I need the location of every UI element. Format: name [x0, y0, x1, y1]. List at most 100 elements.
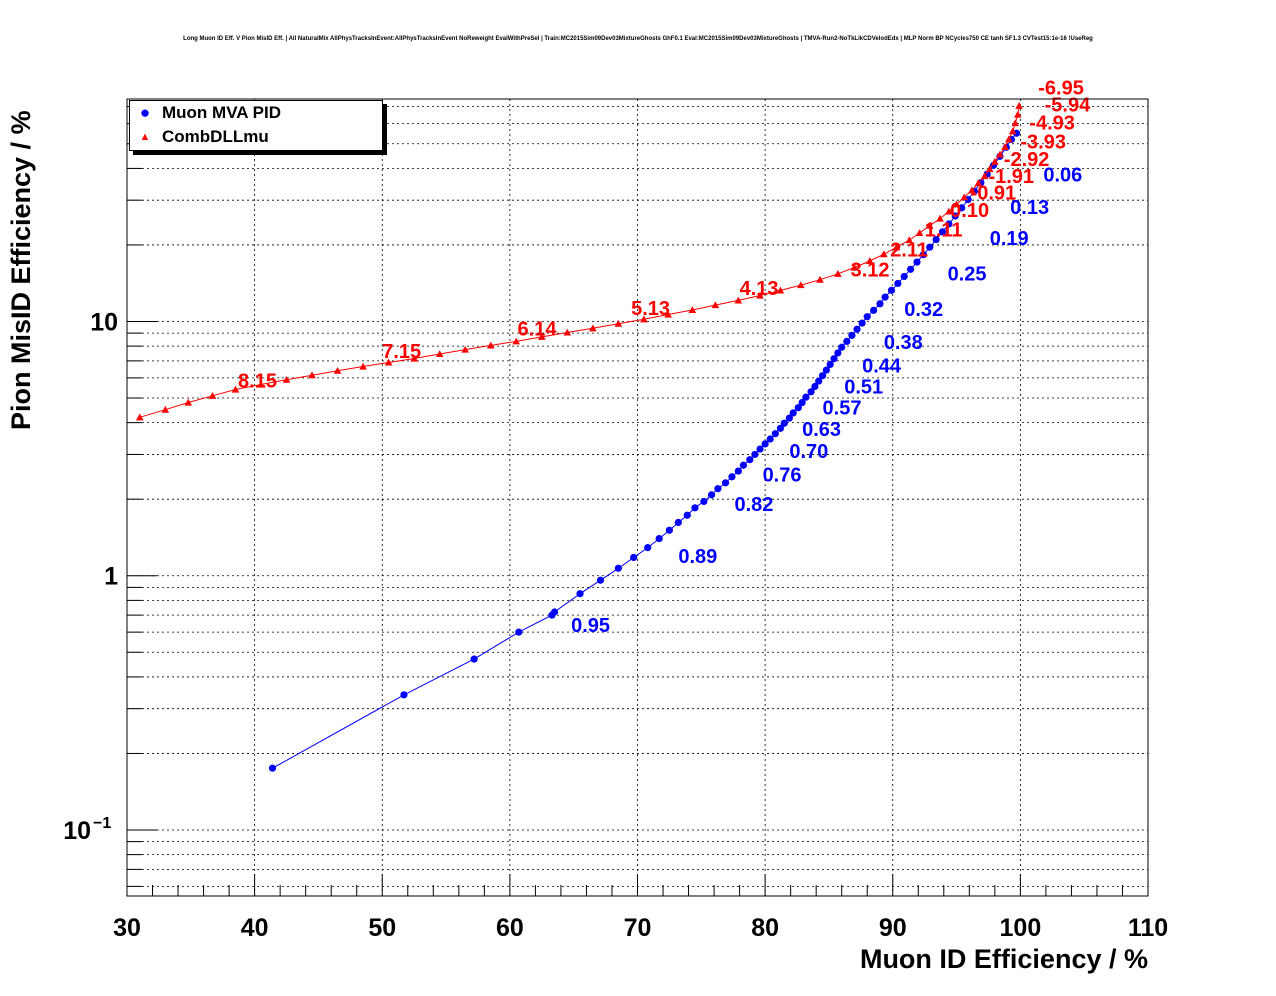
data-point [958, 204, 966, 212]
data-point [905, 236, 914, 244]
point-label: 8.15 [238, 370, 277, 392]
data-point [537, 333, 546, 340]
data-point [410, 354, 418, 362]
data-point [776, 424, 785, 432]
point-label: 6.14 [518, 319, 558, 341]
data-point [980, 172, 989, 180]
data-point [913, 258, 921, 266]
data-point [863, 313, 871, 321]
data-point [711, 301, 720, 309]
data-point [691, 504, 699, 512]
data-point [674, 518, 682, 527]
data-point [1011, 119, 1020, 127]
data-point [184, 398, 193, 406]
point-label: -6.95 [1038, 78, 1084, 100]
data-point [614, 564, 622, 572]
point-label: 0.13 [1010, 197, 1049, 219]
point-label: 7.15 [382, 341, 421, 363]
x-tick-label: 50 [368, 914, 396, 942]
data-point [881, 293, 889, 301]
data-point [926, 243, 934, 251]
data-point [614, 319, 623, 327]
data-point [853, 325, 861, 333]
data-point [734, 296, 743, 304]
data-point [576, 590, 584, 598]
point-label: 0.32 [904, 299, 943, 321]
y-axis-label: Pion MisID Efficiency / % [6, 110, 36, 430]
data-point [798, 398, 806, 407]
x-tick-label: 30 [113, 914, 141, 942]
data-point [435, 350, 444, 358]
point-label: 0.63 [802, 419, 841, 441]
data-point [630, 553, 638, 562]
x-tick-label: 110 [1128, 914, 1168, 942]
data-point [746, 456, 754, 464]
data-point [688, 306, 697, 314]
y-tick-label: 10 [63, 817, 91, 845]
point-label: 5.13 [631, 298, 670, 320]
point-label: 0.38 [884, 332, 923, 354]
data-point [919, 251, 927, 259]
data-point [802, 393, 810, 401]
legend-label: Muon MVA PID [162, 103, 281, 122]
point-label: -3.93 [1020, 131, 1066, 153]
point-label: 3.12 [851, 260, 890, 282]
data-point [1005, 135, 1013, 143]
grid-lines [127, 99, 1148, 896]
data-point [707, 491, 716, 499]
point-label: 0.06 [1043, 165, 1082, 187]
data-point [843, 337, 851, 345]
data-point [400, 691, 408, 699]
data-point [811, 382, 819, 391]
x-tick-label: 90 [879, 914, 907, 942]
data-point [830, 355, 838, 363]
data-point [848, 331, 856, 339]
data-point [816, 275, 824, 283]
data-point [936, 214, 944, 222]
data-point [734, 467, 742, 475]
data-point [776, 286, 785, 294]
legend-item-combdllmu: ▲ CombDLLmu [138, 126, 269, 148]
data-point [550, 608, 559, 616]
data-point [870, 306, 878, 314]
data-point [968, 186, 976, 194]
x-tick-label: 100 [1000, 914, 1042, 942]
plot-frame [126, 98, 1149, 897]
x-tick-label: 40 [241, 914, 269, 942]
data-point [945, 220, 953, 228]
data-point [640, 315, 648, 323]
x-tick-label: 70 [624, 914, 652, 942]
data-point [756, 291, 764, 299]
legend-item-muon-mva: ● Muon MVA PID [138, 102, 281, 124]
data-point [257, 380, 265, 388]
data-point [900, 272, 908, 281]
point-label: 0.70 [789, 441, 828, 463]
legend: ● Muon MVA PID ▲ CombDLLmu [129, 100, 383, 151]
point-label: 0.95 [571, 615, 610, 637]
data-point [785, 414, 793, 422]
data-point [161, 405, 170, 413]
point-label: 1.11 [925, 219, 963, 241]
chart-title: Long Muon ID Eff. V Pion MisID Eff. | Al… [183, 36, 1093, 42]
data-point [945, 207, 953, 215]
point-label: 0.19 [990, 228, 1029, 250]
data-point [1014, 110, 1022, 118]
y-tick-label: 1 [104, 563, 118, 591]
circle-marker-icon: ● [139, 103, 151, 122]
data-point [664, 310, 672, 318]
data-point [655, 534, 663, 543]
x-axis-label: Muon ID Efficiency / % [859, 944, 1148, 974]
data-point [838, 343, 846, 351]
data-point [815, 377, 823, 385]
data-point [1015, 102, 1023, 109]
data-point [850, 263, 859, 271]
point-label: 2.11 [890, 240, 928, 262]
data-point [826, 360, 834, 368]
data-point [789, 409, 797, 417]
data-point [996, 150, 1004, 158]
data-point [756, 445, 764, 453]
point-label: 0.25 [948, 263, 987, 285]
data-point [925, 221, 934, 229]
